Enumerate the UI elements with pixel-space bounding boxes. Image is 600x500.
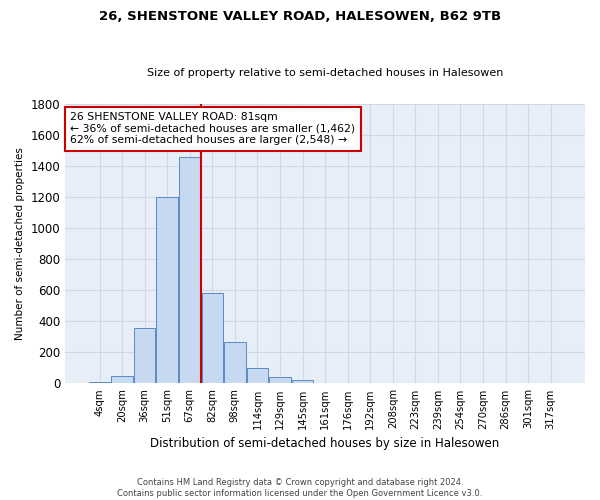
Text: 26 SHENSTONE VALLEY ROAD: 81sqm
← 36% of semi-detached houses are smaller (1,462: 26 SHENSTONE VALLEY ROAD: 81sqm ← 36% of… <box>70 112 355 146</box>
X-axis label: Distribution of semi-detached houses by size in Halesowen: Distribution of semi-detached houses by … <box>151 437 500 450</box>
Bar <box>247 368 268 384</box>
Bar <box>292 380 313 384</box>
Bar <box>112 376 133 384</box>
Bar <box>337 382 358 384</box>
Bar <box>89 382 110 384</box>
Y-axis label: Number of semi-detached properties: Number of semi-detached properties <box>15 147 25 340</box>
Bar <box>157 197 178 384</box>
Title: Size of property relative to semi-detached houses in Halesowen: Size of property relative to semi-detach… <box>147 68 503 78</box>
Bar <box>134 328 155 384</box>
Text: Contains HM Land Registry data © Crown copyright and database right 2024.
Contai: Contains HM Land Registry data © Crown c… <box>118 478 482 498</box>
Bar <box>179 156 200 384</box>
Bar <box>359 382 381 384</box>
Text: 26, SHENSTONE VALLEY ROAD, HALESOWEN, B62 9TB: 26, SHENSTONE VALLEY ROAD, HALESOWEN, B6… <box>99 10 501 23</box>
Bar <box>224 342 245 384</box>
Bar <box>314 382 336 384</box>
Bar <box>202 294 223 384</box>
Bar <box>382 382 403 384</box>
Bar <box>269 377 290 384</box>
